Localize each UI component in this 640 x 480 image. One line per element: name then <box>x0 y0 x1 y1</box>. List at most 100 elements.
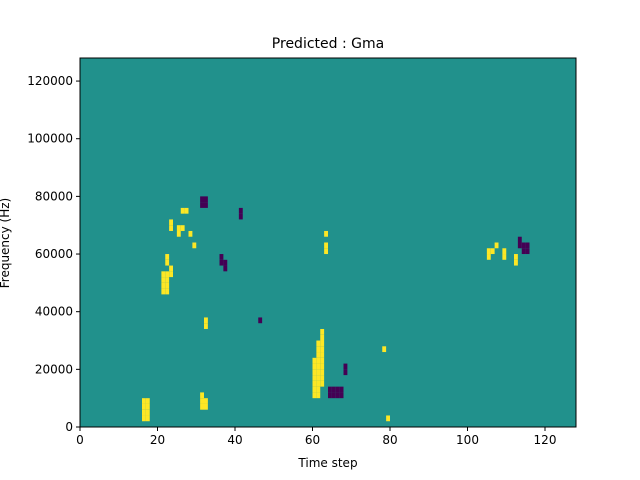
heatmap-cell-high <box>312 357 317 364</box>
heatmap-cell-high <box>161 277 166 283</box>
heatmap-cell-low <box>258 317 263 324</box>
heatmap-cell-high <box>145 398 150 404</box>
heatmap-cell-high <box>204 323 208 329</box>
axes-frame <box>79 57 577 428</box>
heatmap-cell-high <box>165 277 170 283</box>
heatmap-cell-high <box>316 363 321 370</box>
heatmap-cell-high <box>176 225 181 231</box>
heatmap-cell-high <box>169 225 173 231</box>
heatmap-cell-high <box>320 334 325 341</box>
heatmap-cell-high <box>312 380 317 387</box>
heatmap-cell-low <box>331 392 336 399</box>
heatmap-cell-low <box>204 196 208 203</box>
heatmap-cell-high <box>142 398 146 404</box>
x-tick-label: 0 <box>76 433 84 447</box>
heatmap-cell-high <box>165 271 170 278</box>
heatmap-cell-low <box>328 386 332 393</box>
heatmap-cell-high <box>180 207 185 214</box>
heatmap-cell-high <box>312 363 317 370</box>
heatmap-cell-high <box>145 403 150 410</box>
heatmap-cell-high <box>324 248 328 255</box>
y-tick-label: 40000 <box>35 305 73 319</box>
heatmap-cell-high <box>382 346 387 353</box>
heatmap-cell-high <box>200 392 204 399</box>
x-tick-label: 100 <box>456 433 479 447</box>
heatmap-cell-high <box>320 375 325 381</box>
heatmap-cell-high <box>142 403 146 410</box>
heatmap-cell-high <box>312 375 317 381</box>
heatmap-cell-low <box>517 242 522 249</box>
y-tick-label: 120000 <box>27 74 73 88</box>
heatmap-cell-high <box>494 242 499 249</box>
heatmap-cell-low <box>238 213 243 220</box>
heatmap-cell-low <box>219 259 224 266</box>
heatmap-cell-high <box>165 282 170 289</box>
heatmap-cell-low <box>339 392 344 399</box>
heatmap-cell-low <box>525 242 530 249</box>
heatmap-cell-high <box>204 398 208 404</box>
x-tick-label: 80 <box>382 433 397 447</box>
x-tick-label: 120 <box>534 433 557 447</box>
heatmap-cell-high <box>316 357 321 364</box>
heatmap-cell-high <box>502 248 507 255</box>
heatmap-cell-high <box>165 259 170 266</box>
heatmap-cell-high <box>204 317 208 324</box>
heatmap-cell-low <box>343 369 348 376</box>
heatmap-cell-high <box>324 242 328 249</box>
heatmap-cell-high <box>316 375 321 381</box>
heatmap-cell-high <box>320 369 325 376</box>
heatmap-cell-high <box>316 380 321 387</box>
heatmap-plot-area <box>80 58 576 427</box>
heatmap-cell-high <box>184 207 189 214</box>
heatmap-cell-high <box>486 248 491 255</box>
heatmap-cell-high <box>316 340 321 347</box>
heatmap-cell-high <box>316 392 321 399</box>
axes: 0 20 40 60 80 100 120 0 20000 40000 60000 80000 1000… <box>27 57 577 447</box>
heatmap-cell-low <box>521 242 526 249</box>
y-tick-label: 100000 <box>27 132 73 146</box>
heatmap-cell-high <box>165 288 170 295</box>
heatmap-cell-high <box>316 346 321 353</box>
heatmap-cell-low <box>335 392 340 399</box>
heatmap-cell-high <box>176 230 181 237</box>
heatmap-cell-low <box>343 363 348 370</box>
heatmap-cell-high <box>169 265 173 272</box>
heatmap-cell-low <box>328 392 332 399</box>
heatmap-cell-high <box>316 386 321 393</box>
heatmap-cell-high <box>316 352 321 358</box>
y-tick-label: 20000 <box>35 362 73 376</box>
heatmap-cell-high <box>320 340 325 347</box>
heatmap-cell-high <box>386 415 390 422</box>
heatmap-cell-high <box>204 403 208 410</box>
heatmap-cell-low <box>200 196 204 203</box>
heatmap-cell-high <box>514 254 518 260</box>
x-tick-label: 60 <box>305 433 320 447</box>
x-tick-label: 40 <box>227 433 242 447</box>
heatmap-cell-high <box>320 328 325 335</box>
heatmap-cell-low <box>335 386 340 393</box>
heatmap-cell-high <box>502 254 507 260</box>
heatmap-cell-high <box>312 369 317 376</box>
heatmap-cell-high <box>145 415 150 422</box>
heatmap-cell-high <box>180 225 185 231</box>
heatmap-cell-high <box>142 415 146 422</box>
heatmap-cell-high <box>161 271 166 278</box>
heatmap-cell-high <box>490 248 495 255</box>
heatmap-cell-high <box>320 363 325 370</box>
heatmap-cell-low <box>517 236 522 243</box>
heatmap-cell-high <box>324 230 328 237</box>
heatmap-cell-low <box>200 202 204 208</box>
chart-title: Predicted : Gma <box>272 36 384 52</box>
heatmap-cell-low <box>204 202 208 208</box>
heatmap-cell-high <box>145 409 150 416</box>
heatmap-cell-low <box>339 386 344 393</box>
x-tick-label: 20 <box>150 433 165 447</box>
heatmap-cell-high <box>320 357 325 364</box>
heatmap-cell-high <box>320 380 325 387</box>
heatmap-cell-low <box>223 265 228 272</box>
heatmap-cell-high <box>161 282 166 289</box>
y-tick-label: 0 <box>65 420 73 434</box>
heatmap-cell-high <box>312 386 317 393</box>
heatmap-cell-high <box>200 403 204 410</box>
